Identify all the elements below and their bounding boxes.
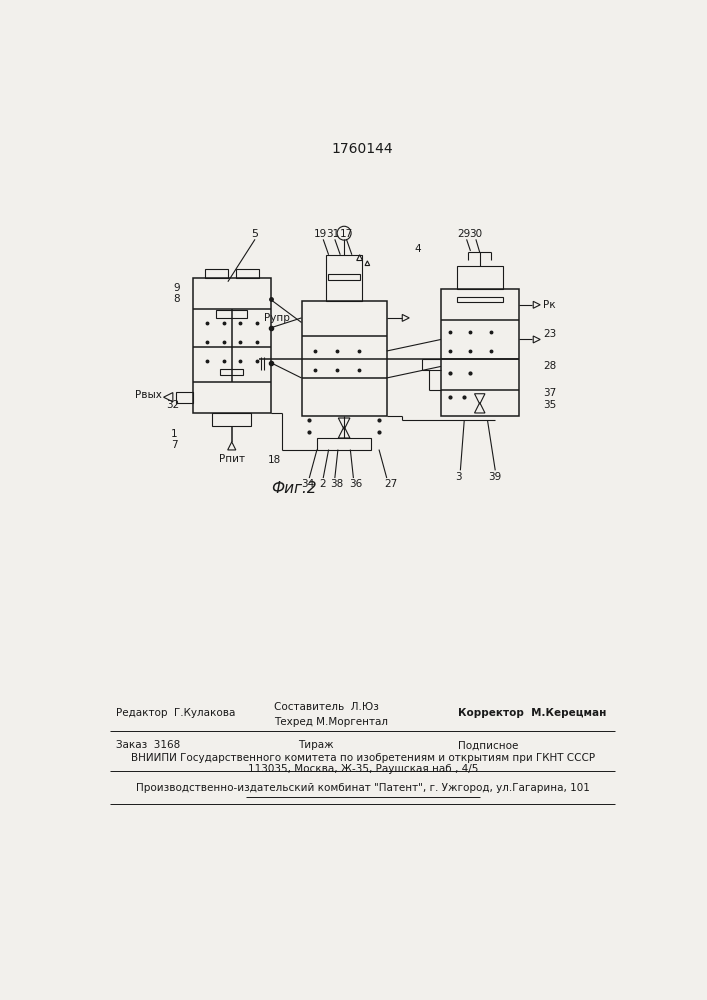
Text: Производственно-издательский комбинат "Патент", г. Ужгород, ул.Гагарина, 101: Производственно-издательский комбинат "П… bbox=[136, 783, 590, 793]
Text: Рпит: Рпит bbox=[218, 454, 245, 464]
Text: 37: 37 bbox=[543, 388, 556, 398]
Text: 2: 2 bbox=[319, 479, 326, 489]
Text: 4: 4 bbox=[414, 244, 421, 254]
Text: Тираж: Тираж bbox=[298, 740, 333, 750]
Text: 39: 39 bbox=[489, 472, 502, 482]
Text: 1: 1 bbox=[171, 429, 177, 439]
Text: 9: 9 bbox=[173, 283, 180, 293]
Text: Корректор  М.Керецман: Корректор М.Керецман bbox=[458, 708, 607, 718]
Text: Рк: Рк bbox=[543, 300, 556, 310]
Text: 8: 8 bbox=[173, 294, 180, 304]
Bar bbox=[204, 269, 228, 278]
Bar bbox=[301, 301, 387, 416]
Text: 3: 3 bbox=[455, 472, 462, 482]
Bar bbox=[176, 392, 193, 403]
Bar bbox=[235, 269, 259, 278]
Text: 30: 30 bbox=[469, 229, 482, 239]
Text: Фиг.2: Фиг.2 bbox=[271, 481, 317, 496]
Text: Рвых: Рвых bbox=[135, 390, 162, 400]
Text: Рупр: Рупр bbox=[264, 313, 290, 323]
Text: 5: 5 bbox=[252, 229, 259, 239]
Text: 7: 7 bbox=[171, 440, 177, 450]
Bar bbox=[212, 413, 251, 426]
Text: 28: 28 bbox=[543, 361, 556, 371]
Bar bbox=[193, 278, 271, 413]
Bar bbox=[457, 266, 503, 289]
Text: 1760144: 1760144 bbox=[332, 142, 394, 156]
Text: 27: 27 bbox=[384, 479, 397, 489]
Text: 113035, Москва, Ж-35, Раушская наб., 4/5: 113035, Москва, Ж-35, Раушская наб., 4/5 bbox=[247, 764, 478, 774]
Text: 31: 31 bbox=[327, 229, 340, 239]
Text: Заказ  3168: Заказ 3168 bbox=[115, 740, 180, 750]
Bar bbox=[317, 438, 371, 450]
Bar bbox=[457, 297, 503, 302]
Text: 17: 17 bbox=[340, 229, 353, 239]
Text: 29: 29 bbox=[457, 229, 471, 239]
Text: 18: 18 bbox=[268, 455, 281, 465]
Text: 38: 38 bbox=[329, 479, 343, 489]
Text: 19: 19 bbox=[314, 229, 327, 239]
Text: Техред М.Моргентал: Техред М.Моргентал bbox=[274, 717, 388, 727]
Text: 35: 35 bbox=[543, 400, 556, 410]
Bar bbox=[327, 255, 362, 301]
Text: ВНИИПИ Государственного комитета по изобретениям и открытиям при ГКНТ СССР: ВНИИПИ Государственного комитета по изоб… bbox=[131, 753, 595, 763]
Bar bbox=[220, 369, 243, 375]
Text: Составитель  Л.Юз: Составитель Л.Юз bbox=[274, 702, 379, 712]
Bar bbox=[328, 274, 361, 280]
Text: Редактор  Г.Кулакова: Редактор Г.Кулакова bbox=[115, 708, 235, 718]
Text: Подписное: Подписное bbox=[458, 740, 518, 750]
Text: 34: 34 bbox=[301, 479, 315, 489]
Bar bbox=[441, 289, 518, 416]
Bar bbox=[216, 310, 247, 318]
Text: 36: 36 bbox=[349, 479, 363, 489]
Text: 32: 32 bbox=[167, 400, 180, 410]
Text: 23: 23 bbox=[543, 329, 556, 339]
